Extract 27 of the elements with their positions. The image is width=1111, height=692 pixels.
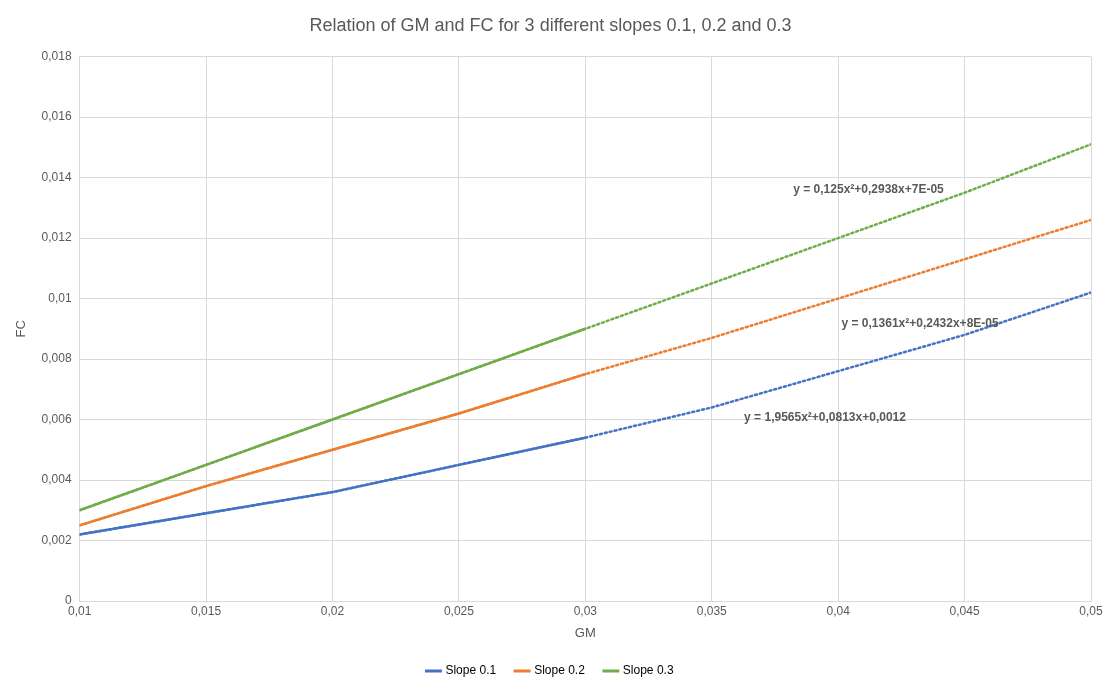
y-tick-label: 0,014 [41, 169, 72, 184]
y-tick-label: 0,018 [41, 48, 72, 63]
x-tick-label: 0,05 [1079, 603, 1103, 618]
x-tick-label: 0,02 [320, 603, 345, 618]
y-tick-label: 0,004 [41, 472, 72, 487]
annotation: y = 1,9565x²+0,0813x+0,0012 [744, 409, 907, 424]
legend-label: Slope 0.2 [534, 663, 586, 678]
x-tick-label: 0,045 [949, 603, 980, 618]
annotation: y = 0,1361x²+0,2432x+8E-05 [841, 315, 999, 330]
legend-label: Slope 0.3 [622, 663, 674, 678]
x-tick-label: 0,01 [67, 603, 92, 618]
x-tick-label: 0,025 [443, 603, 475, 618]
x-axis-title: GM [574, 624, 596, 640]
x-tick-label: 0,04 [826, 603, 851, 618]
y-tick-label: 0,002 [41, 532, 72, 547]
y-tick-label: 0,01 [48, 290, 72, 305]
x-tick-label: 0,015 [191, 603, 222, 618]
y-tick-label: 0,012 [41, 230, 72, 245]
annotation: y = 0,125x²+0,2938x+7E-05 [793, 182, 945, 197]
y-tick-label: 0,006 [41, 411, 72, 426]
x-tick-label: 0,035 [696, 603, 728, 618]
legend-label: Slope 0.1 [445, 663, 497, 678]
y-tick-label: 0,008 [41, 351, 72, 366]
chart-title: Relation of GM and FC for 3 different slopes 0.1, 0.2 and 0.3 [309, 14, 792, 35]
y-tick-label: 0,016 [41, 109, 72, 124]
x-tick-label: 0,03 [573, 603, 598, 618]
y-axis-title: FC [13, 320, 29, 338]
